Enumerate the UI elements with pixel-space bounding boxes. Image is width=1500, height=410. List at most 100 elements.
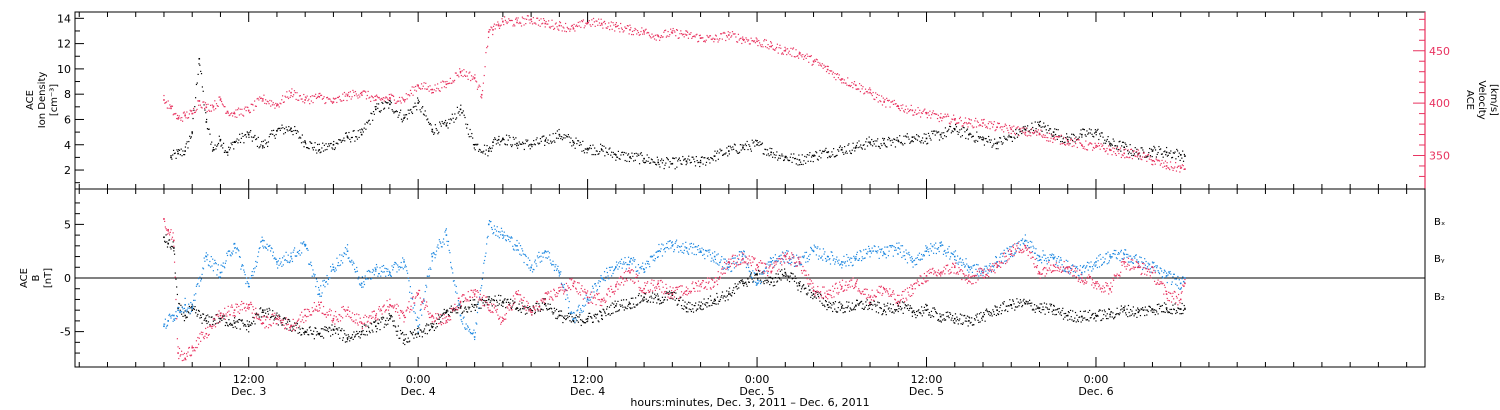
Bx-point [506,299,508,301]
velocity-point [1002,126,1004,128]
velocity-point [775,48,777,50]
velocity-point [541,23,543,25]
density-point [638,163,641,165]
Bx-point [495,299,498,301]
velocity-point [761,44,763,46]
Bx-point [522,308,524,310]
By-point [883,252,885,255]
density-point [982,136,984,138]
By-point [651,256,653,258]
density-point [805,162,807,164]
velocity-point [883,100,885,102]
Bx-point [442,313,444,315]
By-point [626,263,628,266]
By-point [284,259,287,261]
Bx-point [904,307,906,309]
Bx-point [266,308,268,310]
Bx-point [911,315,913,317]
density-point [268,136,270,138]
density-point [312,149,314,151]
Bx-point [536,308,539,310]
density-point [1155,156,1158,158]
density-point [359,129,361,131]
density-point [836,154,838,156]
density-point [185,143,187,145]
velocity-point [376,96,379,98]
density-point [727,155,729,157]
density-point [445,124,448,127]
density-point [652,161,654,163]
density-point [993,138,996,140]
By-point [202,268,205,270]
density-point [996,141,998,143]
By-point [563,283,565,286]
density-point [1045,129,1047,131]
velocity-point [859,90,862,93]
density-point [1087,133,1089,135]
Bx-point [191,304,193,306]
Bx-point [508,304,510,306]
density-point [1109,144,1111,146]
density-point [1156,153,1158,156]
velocity-point [365,98,368,100]
density-point [886,146,888,148]
density-point [1038,121,1041,123]
velocity-point [1123,149,1125,151]
By-point [230,255,232,257]
density-point [586,152,588,154]
Bx-point [596,313,599,315]
velocity-point [331,102,334,104]
Bx-point [781,273,784,276]
velocity-point [485,52,487,54]
velocity-point [502,21,504,23]
Bx-point [229,322,231,324]
density-point [1073,134,1075,136]
Bx-point [315,334,318,336]
density-point [1071,139,1074,142]
velocity-point [486,47,488,49]
Bx-point [1016,306,1019,308]
velocity-point [1006,127,1008,129]
velocity-point [764,38,766,41]
velocity-point [821,63,823,65]
Bx-point [740,280,743,282]
velocity-point [374,95,376,98]
velocity-point [716,38,718,40]
By-point [245,282,247,285]
velocity-point [711,38,713,41]
Bx-point [663,299,666,301]
density-point [174,152,176,154]
velocity-point [659,36,662,39]
velocity-point [170,105,173,107]
Bx-point [1055,309,1057,311]
velocity-point [917,106,919,109]
By-point [615,266,617,268]
By-point [249,277,251,279]
Bx-point [1086,318,1089,321]
velocity-point [259,96,261,98]
density-point [522,143,525,145]
velocity-point [768,48,770,50]
density-point [909,142,911,144]
By-point [490,226,493,229]
density-point [501,139,503,141]
density-point [725,152,727,154]
Bx-point [723,295,725,297]
velocity-point [511,19,513,22]
density-point [1004,137,1006,139]
velocity-point [512,25,514,27]
velocity-point [1108,145,1110,147]
velocity-point [494,28,496,30]
velocity-point [709,35,712,37]
Bx-point [1045,306,1047,308]
By-point [569,312,571,314]
density-point [177,150,179,152]
velocity-point [381,98,384,101]
By-point [445,234,448,236]
Bx-point [1058,307,1060,310]
Bx-point [404,343,406,346]
density-point [873,143,875,145]
velocity-point [346,99,348,102]
density-point [259,146,261,148]
density-point [423,114,425,116]
